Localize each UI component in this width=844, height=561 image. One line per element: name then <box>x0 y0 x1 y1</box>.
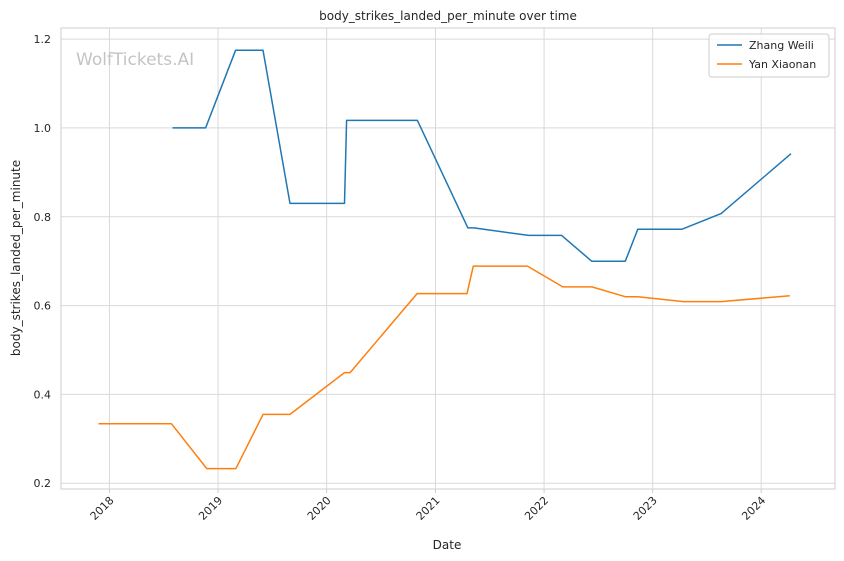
y-tick-label: 1.0 <box>34 122 52 135</box>
series-line-zhang-weili <box>172 49 792 262</box>
series-lines <box>98 49 792 470</box>
x-tick-label: 2021 <box>414 494 443 523</box>
plot-background <box>60 27 836 490</box>
x-tick-label: 2024 <box>739 494 768 523</box>
watermark: WolfTickets.AI <box>76 50 194 70</box>
y-axis-ticks: 0.2 0.4 0.6 0.8 1.0 1.2 <box>34 33 52 490</box>
y-tick-label: 1.2 <box>34 33 52 46</box>
legend-label-yan-xiaonan: Yan Xiaonan <box>748 58 816 71</box>
series-line-yan-xiaonan <box>98 265 790 470</box>
legend: Zhang Weili Yan Xiaonan <box>708 33 830 78</box>
legend-label-zhang-weili: Zhang Weili <box>749 39 814 52</box>
y-tick-label: 0.6 <box>34 300 52 313</box>
x-tick-label: 2018 <box>88 494 117 523</box>
x-axis-label: Date <box>433 538 462 552</box>
y-tick-label: 0.4 <box>34 388 52 401</box>
x-axis-ticks: 2018 2019 2020 2021 2022 2023 2024 <box>88 489 768 523</box>
y-tick-label: 0.8 <box>34 211 52 224</box>
y-axis-label: body_strikes_landed_per_minute <box>9 160 23 356</box>
y-tick-label: 0.2 <box>34 477 52 490</box>
x-tick-label: 2020 <box>305 494 334 523</box>
chart-title: body_strikes_landed_per_minute over time <box>319 9 577 23</box>
x-tick-label: 2019 <box>196 494 225 523</box>
x-tick-label: 2023 <box>631 494 660 523</box>
x-tick-label: 2022 <box>522 494 551 523</box>
